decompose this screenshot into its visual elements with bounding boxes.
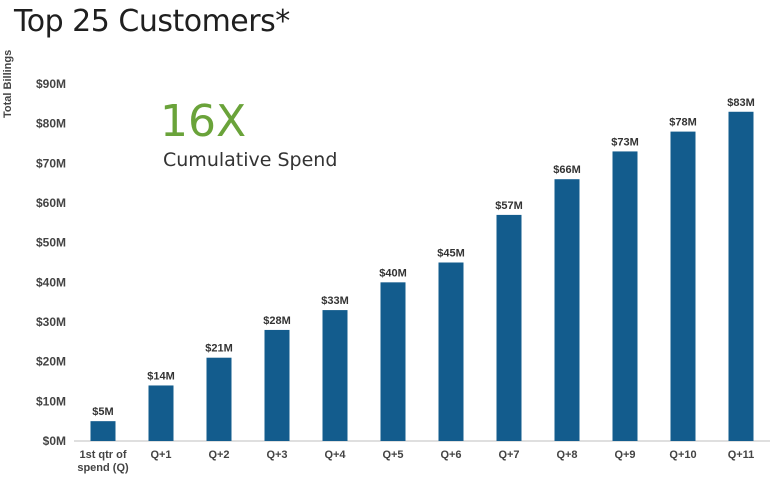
x-tick-label: Q+2 — [208, 449, 229, 461]
y-tick-label: $90M — [36, 77, 66, 91]
data-label: $78M — [669, 117, 697, 129]
data-label: $28M — [263, 315, 291, 327]
x-tick-label: Q+9 — [614, 449, 635, 461]
y-tick-label: $0M — [43, 434, 66, 448]
y-tick-label: $30M — [36, 315, 66, 329]
x-tick-label: Q+3 — [266, 449, 287, 461]
data-label: $66M — [553, 164, 581, 176]
data-label: $45M — [437, 248, 465, 260]
y-tick-label: $20M — [36, 355, 66, 369]
data-label: $83M — [727, 97, 755, 109]
x-tick-label: Q+4 — [324, 449, 346, 461]
data-label: $33M — [321, 295, 349, 307]
data-label: $40M — [379, 267, 407, 279]
y-tick-label: $70M — [36, 156, 66, 170]
bar — [148, 385, 174, 441]
bar — [670, 131, 696, 441]
data-label: $57M — [495, 200, 523, 212]
x-tick-label: Q+1 — [150, 449, 171, 461]
x-tick-label: Q+10 — [669, 449, 696, 461]
bar — [496, 214, 522, 441]
callout-headline: 16X — [160, 96, 247, 147]
x-tick-label: 1st qtr of — [79, 449, 126, 461]
bar — [728, 111, 754, 442]
bar — [90, 421, 116, 441]
bar — [554, 179, 580, 441]
callout-text: Cumulative Spend — [163, 149, 338, 171]
bar — [206, 357, 232, 441]
y-tick-label: $60M — [36, 196, 66, 210]
x-tick-label: Q+6 — [440, 449, 461, 461]
y-tick-label: $80M — [36, 117, 66, 131]
bar — [380, 282, 406, 441]
bar — [322, 310, 348, 441]
x-tick-label: Q+8 — [556, 449, 577, 461]
x-tick-label: Q+11 — [728, 449, 755, 461]
data-label: $73M — [611, 136, 639, 148]
bar — [438, 262, 464, 441]
bar — [612, 151, 638, 441]
x-tick-label: Q+7 — [498, 449, 519, 461]
data-label: $5M — [92, 406, 113, 418]
x-tick-label: Q+5 — [382, 449, 403, 461]
data-label: $14M — [147, 370, 175, 382]
x-tick-label: spend (Q) — [77, 462, 129, 474]
y-tick-label: $10M — [36, 394, 66, 408]
page-title: Top 25 Customers* — [14, 4, 290, 39]
bar — [264, 329, 290, 441]
y-tick-label: $40M — [36, 275, 66, 289]
data-label: $21M — [205, 343, 233, 355]
y-tick-label: $50M — [36, 236, 66, 250]
